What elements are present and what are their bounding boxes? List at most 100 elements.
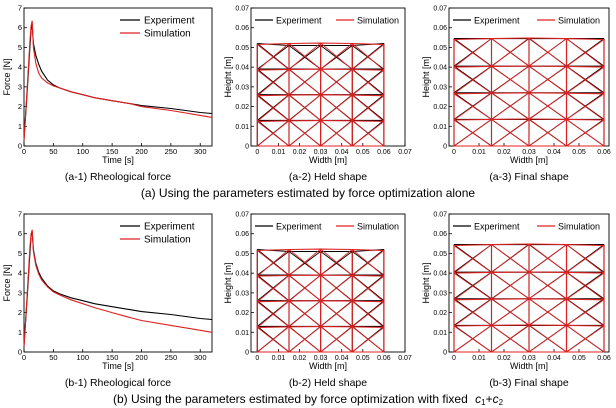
row-b-caption-sub2: 2: [499, 398, 504, 407]
mesh-diag-b-sim-a2-1-2: [320, 94, 353, 122]
x-tick-label-b1-6: 300: [194, 353, 207, 362]
mesh-diag-b-sim-b2-3-2: [320, 248, 353, 276]
mesh-diag-b-sim-b3-3-0: [453, 245, 492, 273]
mesh-diag-b-sim-a3-2-1: [491, 65, 530, 94]
row-b-caption-c1: c: [475, 392, 481, 406]
mesh-diag-b-sim-a3-0-2: [528, 118, 567, 147]
y-tick-label-a1-5: 5: [18, 43, 22, 52]
y-tick-label-a3-5: 0.05: [433, 45, 447, 52]
mesh-diag-b-sim-b2-0-1: [288, 326, 321, 353]
y-tick-label-b2-6: 0.06: [235, 231, 249, 238]
mesh-diag-b-sim-b3-3-3: [566, 244, 605, 274]
x-tick-label-a3-6: 0.06: [597, 149, 611, 156]
mesh-diag-b-sim-b2-0-3: [351, 326, 385, 353]
panel-caption-b1: (b-1) Rheological force: [65, 377, 171, 389]
x-tick-label-b2-4: 0.04: [335, 355, 349, 362]
row-a-caption: (a) Using the parameters estimated by fo…: [141, 186, 475, 200]
legend-label-b3-0: Experiment: [474, 222, 520, 232]
mesh-diag-b-sim-b3-1-3: [566, 298, 605, 327]
x-tick-label-a2-3: 0.03: [314, 149, 328, 156]
x-tick-label-b2-3: 0.03: [314, 355, 328, 362]
mesh-diag-b-sim-b2-0-0: [257, 327, 290, 353]
y-tick-label-a3-6: 0.06: [433, 25, 447, 32]
mesh-diag-b-sim-b3-0-1: [491, 325, 530, 353]
x-tick-label-b3-5: 0.05: [572, 355, 586, 362]
plot-frame-b2: [250, 213, 406, 353]
x-tick-label-b3-6: 0.06: [597, 355, 611, 362]
mesh-diag-b-sim-a3-3-1: [491, 38, 530, 67]
y-tick-label-b1-5: 5: [18, 249, 22, 258]
x-axis-label-b2: Width [m]: [309, 361, 347, 371]
x-axis-label-a2: Width [m]: [309, 155, 347, 165]
y-tick-label-b3-3: 0.03: [433, 290, 447, 297]
mesh-diag-b-sim-b3-0-3: [566, 325, 605, 353]
x-tick-label-a1-5: 250: [165, 147, 178, 156]
x-tick-label-a2-5: 0.05: [356, 149, 370, 156]
mesh-diag-b-sim-b3-2-2: [528, 271, 567, 300]
y-tick-label-b2-0: 0: [245, 350, 249, 357]
legend-label-a2-0: Experiment: [276, 16, 322, 26]
y-tick-label-a2-3: 0.03: [235, 84, 249, 91]
plot-frame-a2: [250, 7, 406, 147]
mesh-diag-b-sim-b2-1-2: [320, 300, 353, 328]
x-tick-label-a2-2: 0.02: [293, 149, 307, 156]
plot-frame-a1: [23, 7, 213, 147]
x-tick-label-a3-5: 0.05: [572, 149, 586, 156]
y-tick-label-a2-1: 0.01: [235, 124, 249, 131]
y-tick-label-a2-4: 0.04: [235, 65, 249, 72]
x-tick-label-b3-0: 0: [452, 355, 456, 362]
y-tick-label-b3-7: 0.07: [433, 212, 447, 219]
x-tick-label-b1-2: 100: [76, 353, 89, 362]
mesh-diag-b-sim-a2-2-2: [320, 68, 353, 96]
y-tick-label-a2-0: 0: [245, 144, 249, 151]
y-tick-label-b3-2: 0.02: [433, 310, 447, 317]
x-tick-label-b1-4: 200: [135, 353, 148, 362]
x-axis-label-b1: Time [s]: [102, 361, 134, 371]
mesh-diag-b-sim-a2-3-2: [320, 42, 353, 70]
x-tick-label-a2-4: 0.04: [335, 149, 349, 156]
y-axis-label-a3: Height [m]: [421, 56, 431, 97]
mesh-diag-b-sim-a2-3-3: [351, 43, 385, 71]
mesh-diag-b-sim-a3-1-3: [566, 92, 605, 121]
x-tick-label-b1-3: 150: [106, 353, 119, 362]
x-tick-label-a1-6: 300: [194, 147, 207, 156]
mesh-diag-b-sim-a2-2-0: [257, 69, 290, 96]
legend-label-a2-1: Simulation: [357, 16, 399, 26]
mesh-diag-b-sim-b3-1-1: [491, 298, 530, 326]
x-tick-label-a3-3: 0.03: [522, 149, 536, 156]
legend-label-a1-0: Experiment: [144, 16, 195, 27]
y-tick-label-a2-6: 0.06: [235, 25, 249, 32]
panel-caption-a2: (a-2) Held shape: [289, 171, 367, 183]
y-axis-label-b3: Height [m]: [421, 262, 431, 303]
x-tick-label-a3-4: 0.04: [547, 149, 561, 156]
x-tick-label-b2-2: 0.02: [293, 355, 307, 362]
y-tick-label-b3-0: 0: [443, 350, 447, 357]
legend-box-b2: [252, 218, 404, 232]
x-tick-label-b3-1: 0.01: [472, 355, 486, 362]
mesh-diag-b-sim-b2-3-1: [288, 249, 321, 276]
legend-box-a2: [252, 12, 404, 26]
mesh-diag-b-sim-b2-1-1: [288, 300, 321, 327]
y-tick-label-b1-4: 4: [18, 269, 22, 278]
y-tick-label-a1-3: 3: [18, 82, 22, 91]
mesh-diag-b-sim-b2-2-0: [257, 275, 290, 302]
legend-label-b3-1: Simulation: [558, 222, 600, 232]
legend-box-b3: [450, 218, 608, 232]
mesh-diag-b-sim-a2-2-1: [288, 69, 321, 96]
panel-caption-b2: (b-2) Held shape: [289, 377, 367, 389]
x-tick-label-a1-4: 200: [135, 147, 148, 156]
mesh-diag-b-sim-a3-2-2: [528, 65, 567, 94]
mesh-diag-b-sim-b3-2-1: [491, 271, 530, 300]
panel-b3: 0 0.01 0.02 0.03 0.04 0.05 0.06 0 0.01 0.02 0.03 0.…: [421, 212, 611, 390]
mesh-diag-b-sim-a3-1-2: [528, 92, 567, 120]
mesh-diag-b-sim-a2-1-0: [257, 95, 290, 122]
x-tick-label-b1-0: 0: [22, 353, 26, 362]
y-tick-label-b3-5: 0.05: [433, 251, 447, 258]
y-axis-label-a2: Height [m]: [223, 56, 233, 97]
x-tick-label-a3-1: 0.01: [472, 149, 486, 156]
x-tick-label-b2-6: 0.06: [377, 355, 391, 362]
y-axis-label-a1: Force [N]: [2, 58, 12, 95]
y-tick-label-a1-6: 6: [18, 23, 22, 32]
mesh-diag-b-sim-a3-1-0: [453, 93, 492, 120]
mesh-diag-b-sim-b2-1-0: [257, 301, 290, 328]
